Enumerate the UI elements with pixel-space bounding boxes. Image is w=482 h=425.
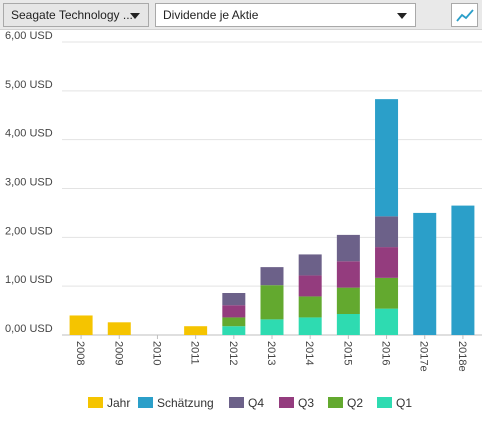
y-tick-label: 2,00 USD <box>5 225 53 237</box>
legend-label-q2: Q2 <box>347 396 364 410</box>
bar-q2-2014 <box>298 296 322 318</box>
legend-swatch-jahr <box>88 397 103 408</box>
y-tick-label: 1,00 USD <box>5 274 53 286</box>
dividend-chart: 0,00 USD 1,00 USD 2,00 USD 3,00 USD 4,00 USD… <box>5 30 482 372</box>
chevron-down-icon <box>397 13 407 19</box>
x-tick-label: 2010 <box>150 341 162 365</box>
y-tick-label: 5,00 USD <box>5 79 53 91</box>
line-chart-icon <box>456 9 474 22</box>
bar-q2-2012 <box>222 317 246 327</box>
legend-swatch-schaetzung <box>138 397 153 408</box>
x-tick-label: 2014 <box>303 341 315 365</box>
bar-q3-2015 <box>336 261 360 288</box>
legend-item-q3[interactable]: Q3 <box>279 395 314 411</box>
x-tick-label: 2015 <box>341 341 353 365</box>
bar-q3-2014 <box>298 275 322 297</box>
x-tick-label: 2018e <box>456 341 468 372</box>
bar-q4-2014 <box>298 254 322 276</box>
legend-swatch-q4 <box>229 397 244 408</box>
y-tick-label: 6,00 USD <box>5 30 53 42</box>
legend-item-schaetzung[interactable]: Schätzung <box>138 395 214 411</box>
bar-q3-2012 <box>222 305 246 318</box>
bar-q1-2013 <box>260 319 284 335</box>
x-tick-label: 2012 <box>227 341 239 365</box>
toolbar: Seagate Technology ... Dividende je Akti… <box>0 0 482 30</box>
bar-q1-2016 <box>375 308 399 335</box>
metric-select[interactable]: Dividende je Aktie <box>155 3 416 27</box>
bar-schaetzung-2016 <box>375 99 399 217</box>
y-tick-label: 4,00 USD <box>5 128 53 140</box>
bar-schaetzung-2017e <box>413 212 437 335</box>
legend-swatch-q2 <box>328 397 343 408</box>
legend-swatch-q1 <box>377 397 392 408</box>
bar-q3-2016 <box>375 247 399 278</box>
legend-item-jahr[interactable]: Jahr <box>88 395 130 411</box>
bar-q4-2016 <box>375 216 399 248</box>
x-tick-label: 2013 <box>265 341 277 365</box>
bar-jahr-2009 <box>107 322 131 335</box>
company-select-value: Seagate Technology ... <box>11 8 133 22</box>
company-select[interactable]: Seagate Technology ... <box>3 3 149 27</box>
y-tick-label: 3,00 USD <box>5 177 53 189</box>
bar-jahr-2011 <box>184 326 208 335</box>
bar-schaetzung-2018e <box>451 205 475 335</box>
bar-q2-2015 <box>336 287 360 315</box>
legend-label-q1: Q1 <box>396 396 413 410</box>
bar-q2-2013 <box>260 285 284 320</box>
legend-label-q3: Q3 <box>298 396 315 410</box>
chevron-down-icon <box>130 13 140 19</box>
bar-q1-2015 <box>336 314 360 335</box>
y-tick-label: 0,00 USD <box>5 323 53 335</box>
x-tick-label: 2011 <box>189 341 201 365</box>
bar-q4-2013 <box>260 267 284 286</box>
legend-label-schaetzung: Schätzung <box>157 396 214 410</box>
bar-q1-2014 <box>298 317 322 335</box>
bar-q1-2012 <box>222 326 246 335</box>
x-tick-label: 2016 <box>380 341 392 365</box>
chart-type-button[interactable] <box>451 3 478 27</box>
legend-label-jahr: Jahr <box>107 396 131 410</box>
bar-q4-2015 <box>336 234 360 262</box>
legend-swatch-q3 <box>279 397 294 408</box>
bar-q2-2016 <box>375 277 399 309</box>
legend-label-q4: Q4 <box>248 396 265 410</box>
x-tick-label: 2017e <box>418 341 430 372</box>
x-tick-label: 2009 <box>112 341 124 365</box>
legend-item-q4[interactable]: Q4 <box>229 395 264 411</box>
metric-select-value: Dividende je Aktie <box>163 8 259 22</box>
bar-q4-2012 <box>222 293 246 306</box>
legend-item-q2[interactable]: Q2 <box>328 395 363 411</box>
bar-jahr-2008 <box>69 315 93 335</box>
x-tick-label: 2008 <box>74 341 86 365</box>
legend-item-q1[interactable]: Q1 <box>377 395 412 411</box>
